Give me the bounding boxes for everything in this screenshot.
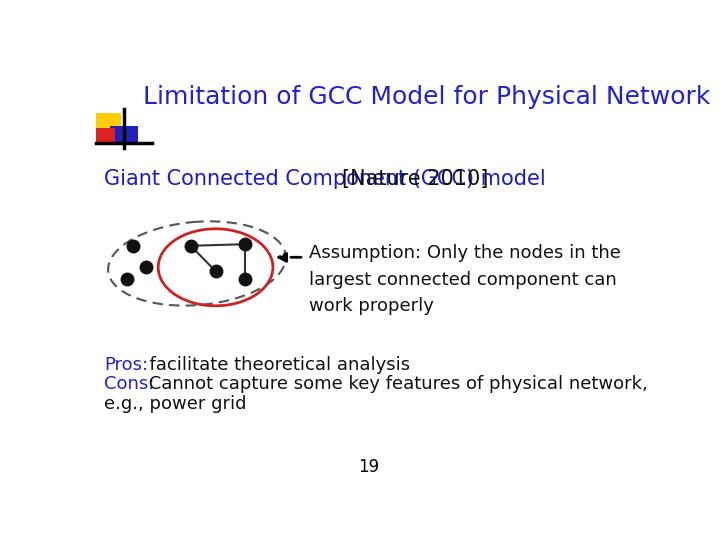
Text: Limitation of GCC Model for Physical Network: Limitation of GCC Model for Physical Net… — [143, 85, 710, 109]
Bar — [96, 112, 121, 134]
Text: Cons:: Cons: — [104, 375, 154, 393]
Text: e.g., power grid: e.g., power grid — [104, 395, 246, 413]
Text: Cannot capture some key features of physical network,: Cannot capture some key features of phys… — [143, 375, 647, 393]
Text: Pros:: Pros: — [104, 356, 148, 374]
Bar — [96, 128, 114, 142]
Text: Assumption: Only the nodes in the
largest connected component can
work properly: Assumption: Only the nodes in the larges… — [309, 244, 621, 315]
Bar — [110, 126, 138, 143]
Text: [Nature 2010]: [Nature 2010] — [343, 169, 489, 189]
Text: Giant Connected Component (GCC) model: Giant Connected Component (GCC) model — [104, 169, 552, 189]
Text: facilitate theoretical analysis: facilitate theoretical analysis — [138, 356, 410, 374]
Text: 19: 19 — [359, 458, 379, 476]
